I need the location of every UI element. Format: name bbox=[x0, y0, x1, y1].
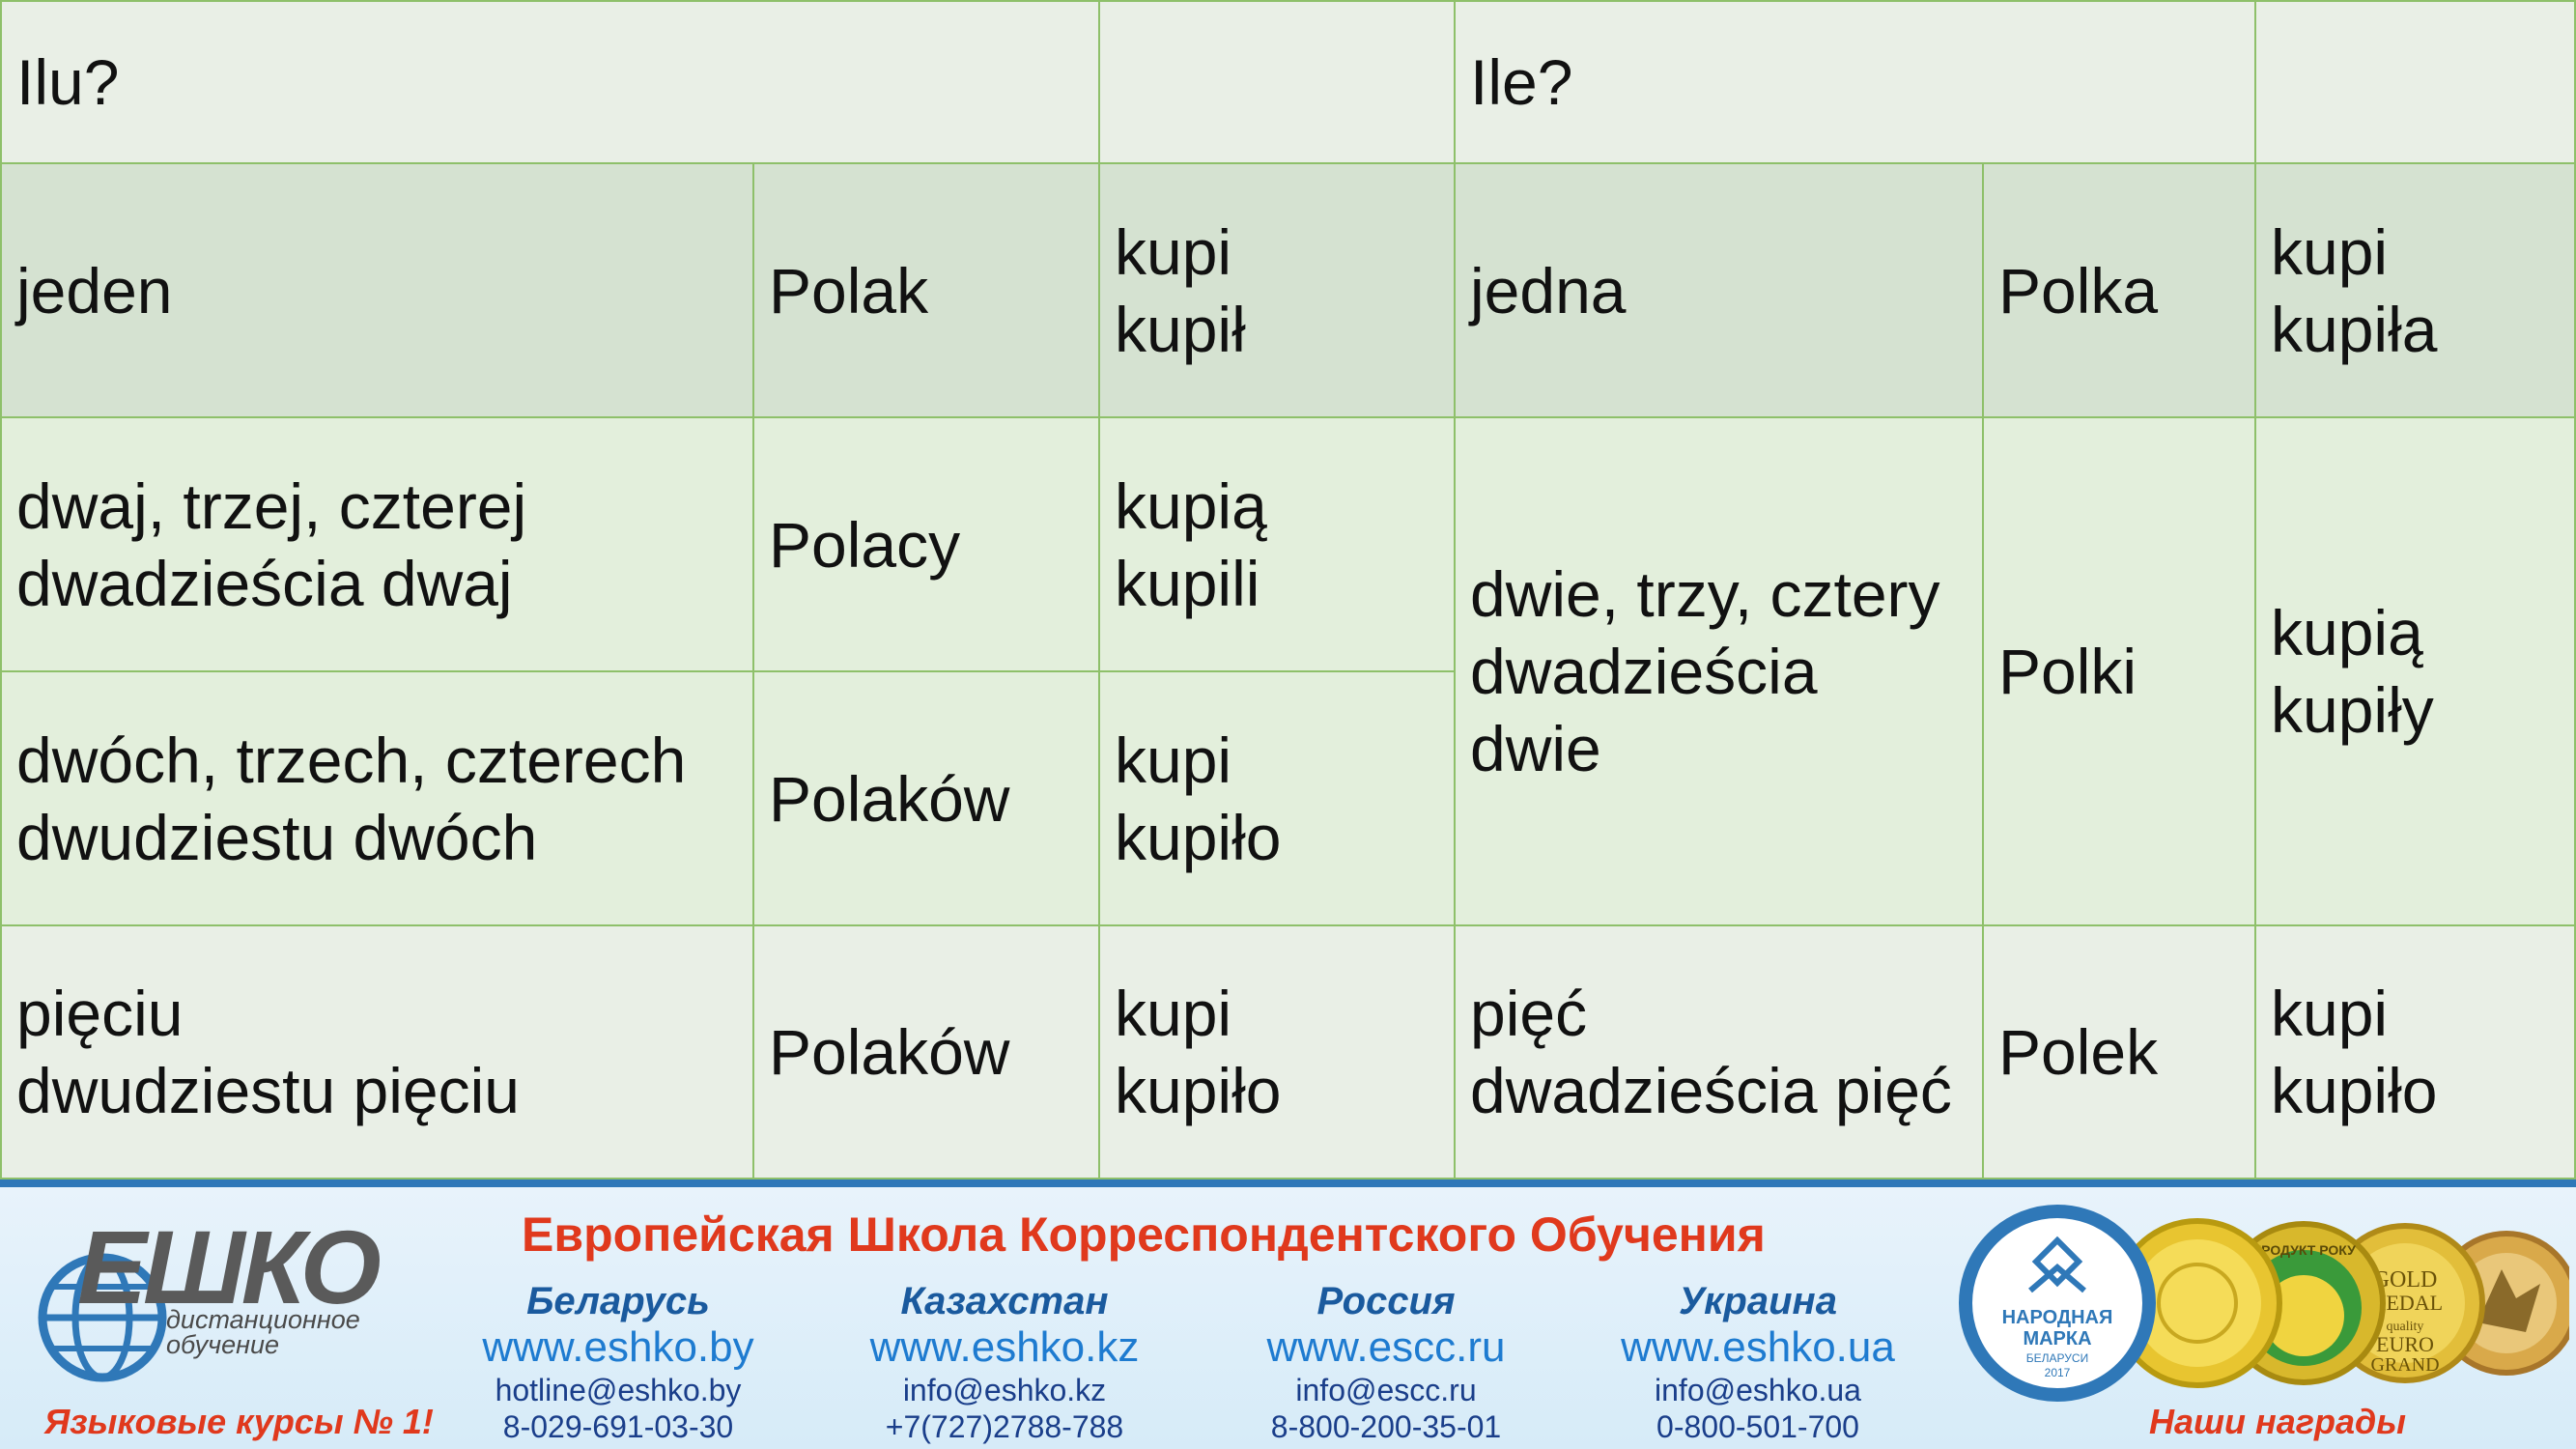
svg-text:2017: 2017 bbox=[2045, 1366, 2071, 1379]
link-ukraine[interactable]: www.eshko.ua bbox=[1621, 1323, 1895, 1371]
cell-kupia-kupily: kupią kupiły bbox=[2254, 416, 2576, 926]
svg-text:МАРКА: МАРКА bbox=[2023, 1328, 2091, 1350]
cell-dwoch: dwóch, trzech, czterech dwudziestu dwóch bbox=[0, 670, 754, 926]
cell-jedna: jedna bbox=[1454, 162, 1984, 418]
school-name: Европейская Школа Корреспондентского Обу… bbox=[522, 1208, 1766, 1262]
cell-polek: Polek bbox=[1982, 924, 2256, 1179]
cell-kupi-kupilo-3: kupi kupiło bbox=[2254, 924, 2576, 1179]
cell-kupi-kupila: kupi kupiła bbox=[2254, 162, 2576, 418]
header-empty-right bbox=[2254, 0, 2576, 164]
cell-polka: Polka bbox=[1982, 162, 2256, 418]
people-brand-badge-icon: НАРОДНАЯ МАРКА БЕЛАРУСИ 2017 bbox=[1959, 1205, 2156, 1402]
country-russia: Россия www.escc.ru info@escc.ru 8-800-20… bbox=[1241, 1279, 1531, 1445]
svg-text:GRAND: GRAND bbox=[2370, 1354, 2439, 1376]
link-russia[interactable]: www.escc.ru bbox=[1266, 1323, 1506, 1371]
country-belarus: Беларусь www.eshko.by hotline@eshko.by 8… bbox=[473, 1279, 763, 1445]
awards-label: Наши награды bbox=[2149, 1402, 2407, 1441]
cell-kupi-kupil: kupi kupił bbox=[1098, 162, 1456, 418]
link-kazakhstan[interactable]: www.eshko.kz bbox=[869, 1323, 1140, 1371]
email-kazakhstan[interactable]: info@eshko.kz bbox=[902, 1373, 1107, 1407]
email-belarus[interactable]: hotline@eshko.by bbox=[495, 1373, 742, 1407]
link-belarus[interactable]: www.eshko.by bbox=[482, 1323, 754, 1371]
svg-text:БЕЛАРУСИ: БЕЛАРУСИ bbox=[2026, 1351, 2088, 1365]
cell-kupia-kupili: kupią kupili bbox=[1098, 416, 1456, 672]
cell-dwie: dwie, trzy, cztery dwadzieścia dwie bbox=[1454, 416, 1984, 926]
eshko-logo[interactable]: ЕШКО bbox=[77, 1208, 382, 1325]
cell-jeden: jeden bbox=[0, 162, 754, 418]
cell-polki: Polki bbox=[1982, 416, 2256, 926]
header-ilu: Ilu? bbox=[0, 0, 1100, 164]
logo-tagline: Языковые курсы № 1! bbox=[44, 1402, 434, 1441]
cell-polakow-2: Polaków bbox=[752, 924, 1100, 1179]
country-kazakhstan: Казахстан www.eshko.kz info@eshko.kz +7(… bbox=[860, 1279, 1149, 1445]
cell-polacy: Polacy bbox=[752, 416, 1100, 672]
grammar-table: Ilu? Ile? jeden Polak kupi kupił jedna P… bbox=[0, 0, 2576, 1179]
cell-kupi-kupilo-2: kupi kupiło bbox=[1098, 924, 1456, 1179]
email-russia[interactable]: info@escc.ru bbox=[1295, 1373, 1477, 1407]
svg-text:НАРОДНАЯ: НАРОДНАЯ bbox=[2002, 1307, 2113, 1328]
svg-text:EURO: EURO bbox=[2376, 1332, 2434, 1356]
cell-polakow: Polaków bbox=[752, 670, 1100, 926]
cell-piec: pięć dwadzieścia pięć bbox=[1454, 924, 1984, 1179]
footer-banner: ЕШКО дистанционное обучение Языковые кур… bbox=[0, 1179, 2576, 1449]
cell-kupi-kupilo: kupi kupiło bbox=[1098, 670, 1456, 926]
country-ukraine: Украина www.eshko.ua info@eshko.ua 0-800… bbox=[1613, 1279, 1903, 1445]
email-ukraine[interactable]: info@eshko.ua bbox=[1655, 1373, 1861, 1407]
svg-text:quality: quality bbox=[2387, 1320, 2424, 1334]
svg-text:ПРОДУКТ РОКУ: ПРОДУКТ РОКУ bbox=[2251, 1242, 2356, 1258]
cell-dwaj: dwaj, trzej, czterej dwadzieścia dwaj bbox=[0, 416, 754, 672]
cell-polak: Polak bbox=[752, 162, 1100, 418]
awards-medals: GOLD MEDAL quality EURO GRAND ПРОДУКТ РО… bbox=[1959, 1205, 2569, 1402]
globe-icon bbox=[38, 1253, 167, 1382]
logo-subtitle: дистанционное обучение bbox=[166, 1305, 360, 1359]
header-empty-left bbox=[1098, 0, 1456, 164]
header-ile: Ile? bbox=[1454, 0, 2256, 164]
cell-pieciu: pięciu dwudziestu pięciu bbox=[0, 924, 754, 1179]
